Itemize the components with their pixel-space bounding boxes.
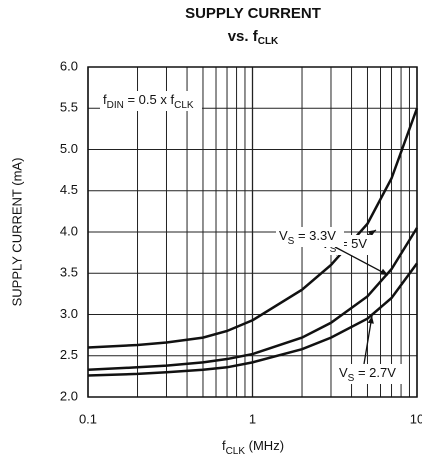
legend-label: V	[279, 228, 288, 243]
legend-label: S	[348, 373, 355, 384]
legend-label: = 3.3V	[294, 228, 336, 243]
label-bg	[276, 227, 344, 247]
annotation: fDIN = 0.5 x fCLK	[103, 92, 194, 110]
arrow-head	[367, 316, 374, 324]
y-tick-label: 4.5	[60, 182, 78, 197]
y-tick-label: 6.0	[60, 58, 78, 73]
legend-label: S	[330, 244, 337, 255]
annotation: VS = 3.3V	[279, 228, 336, 246]
label-arrow	[363, 315, 373, 365]
y-tick-label: 2.0	[60, 388, 78, 403]
chart-title: SUPPLY CURRENT	[185, 5, 321, 22]
legend-label: = 2.7V	[354, 365, 396, 380]
y-tick-label: 2.5	[60, 347, 78, 362]
y-tick-label: 3.0	[60, 306, 78, 321]
series-line	[87, 107, 419, 349]
annotation: VS = 2.7V	[339, 365, 396, 383]
arrow-head	[380, 268, 388, 275]
annotation-part: f	[103, 92, 107, 107]
label-bg	[100, 91, 202, 111]
chart-subtitle: vs. fCLK	[228, 28, 279, 47]
series-line	[87, 227, 419, 372]
x-tick-label: 1	[249, 411, 256, 426]
y-tick-label: 5.0	[60, 141, 78, 156]
annotation-part: = 0.5 x f	[124, 92, 175, 107]
x-tick-label: 10	[410, 411, 422, 426]
series-line	[87, 262, 419, 377]
y-axis-label: SUPPLY CURRENT (mA)	[9, 158, 24, 307]
annotation-part: DIN	[107, 100, 124, 111]
x-axis-label: fCLK (MHz)	[222, 438, 284, 456]
plot-frame	[87, 66, 418, 398]
y-tick-label: 4.0	[60, 223, 78, 238]
annotation-part: CLK	[174, 100, 194, 111]
legend-label: = 5V	[336, 236, 367, 251]
legend-label: S	[288, 236, 295, 247]
y-tick-label: 3.5	[60, 265, 78, 280]
label-arrow	[334, 246, 389, 276]
legend-label: V	[339, 365, 348, 380]
y-tick-label: 5.5	[60, 100, 78, 115]
x-tick-label: 0.1	[79, 411, 97, 426]
label-bg	[336, 364, 402, 384]
arrow-head	[368, 230, 376, 237]
